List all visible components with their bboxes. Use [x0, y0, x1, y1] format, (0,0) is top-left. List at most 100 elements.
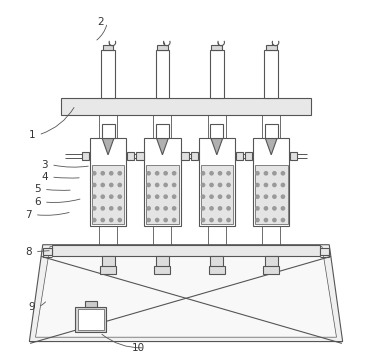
Circle shape — [273, 183, 276, 187]
Bar — [191, 151, 198, 160]
Bar — [266, 45, 277, 50]
Polygon shape — [35, 246, 337, 337]
Bar — [43, 248, 52, 255]
Circle shape — [281, 172, 285, 175]
Circle shape — [256, 195, 259, 198]
Circle shape — [227, 183, 230, 187]
Circle shape — [227, 172, 230, 175]
Text: 3: 3 — [41, 159, 48, 170]
Polygon shape — [29, 245, 343, 341]
Polygon shape — [102, 138, 114, 155]
Circle shape — [164, 172, 167, 175]
Circle shape — [210, 195, 213, 198]
Polygon shape — [211, 138, 222, 155]
Circle shape — [256, 172, 259, 175]
Circle shape — [164, 183, 167, 187]
Bar — [127, 151, 134, 160]
Circle shape — [164, 207, 167, 210]
Circle shape — [273, 172, 276, 175]
Bar — [61, 98, 311, 115]
Circle shape — [201, 183, 205, 187]
Circle shape — [164, 218, 167, 222]
Circle shape — [101, 218, 105, 222]
Circle shape — [93, 172, 96, 175]
Circle shape — [110, 183, 113, 187]
Circle shape — [281, 207, 285, 210]
Bar — [264, 50, 278, 98]
Circle shape — [210, 183, 213, 187]
Circle shape — [118, 195, 121, 198]
Bar — [146, 165, 179, 224]
Circle shape — [110, 207, 113, 210]
Bar — [245, 151, 252, 160]
Circle shape — [264, 195, 267, 198]
Bar — [102, 124, 115, 138]
Circle shape — [101, 183, 105, 187]
Circle shape — [218, 207, 222, 210]
Bar — [101, 50, 115, 98]
Circle shape — [201, 207, 205, 210]
Bar — [85, 301, 97, 307]
Bar — [156, 124, 169, 138]
Circle shape — [264, 172, 267, 175]
Bar — [144, 138, 180, 226]
Bar — [320, 248, 329, 255]
Circle shape — [218, 195, 222, 198]
Circle shape — [164, 195, 167, 198]
Text: 1: 1 — [29, 130, 35, 140]
Circle shape — [147, 172, 150, 175]
Circle shape — [173, 195, 176, 198]
Bar — [210, 256, 223, 267]
Circle shape — [218, 172, 222, 175]
Text: 10: 10 — [132, 343, 145, 353]
Circle shape — [155, 218, 159, 222]
Circle shape — [110, 195, 113, 198]
Text: 8: 8 — [25, 247, 32, 257]
Bar — [102, 256, 115, 267]
Circle shape — [147, 183, 150, 187]
Bar — [255, 165, 288, 224]
Circle shape — [210, 218, 213, 222]
Circle shape — [273, 207, 276, 210]
Bar — [199, 138, 235, 226]
Bar — [201, 165, 233, 224]
Bar — [154, 266, 170, 274]
Bar — [181, 151, 189, 160]
Bar — [209, 266, 225, 274]
Circle shape — [264, 218, 267, 222]
Bar — [78, 309, 104, 330]
Circle shape — [101, 207, 105, 210]
Bar — [52, 245, 320, 256]
Bar — [263, 266, 279, 274]
Circle shape — [201, 172, 205, 175]
Circle shape — [256, 207, 259, 210]
Bar — [210, 50, 224, 98]
Circle shape — [155, 172, 159, 175]
Circle shape — [173, 207, 176, 210]
Circle shape — [256, 218, 259, 222]
Circle shape — [227, 207, 230, 210]
Circle shape — [201, 218, 205, 222]
Bar — [90, 138, 126, 226]
Text: 6: 6 — [34, 197, 41, 207]
Circle shape — [281, 218, 285, 222]
Bar — [156, 256, 169, 267]
Bar — [265, 256, 278, 267]
Circle shape — [155, 195, 159, 198]
Circle shape — [256, 183, 259, 187]
Bar — [92, 165, 124, 224]
Circle shape — [227, 218, 230, 222]
Bar — [103, 45, 113, 50]
Circle shape — [101, 172, 105, 175]
Circle shape — [264, 183, 267, 187]
Bar — [100, 266, 116, 274]
Circle shape — [173, 183, 176, 187]
Bar — [253, 138, 289, 226]
Circle shape — [93, 218, 96, 222]
Circle shape — [227, 195, 230, 198]
Circle shape — [281, 195, 285, 198]
Bar — [211, 45, 222, 50]
Circle shape — [118, 172, 121, 175]
Bar — [290, 151, 297, 160]
Circle shape — [155, 183, 159, 187]
